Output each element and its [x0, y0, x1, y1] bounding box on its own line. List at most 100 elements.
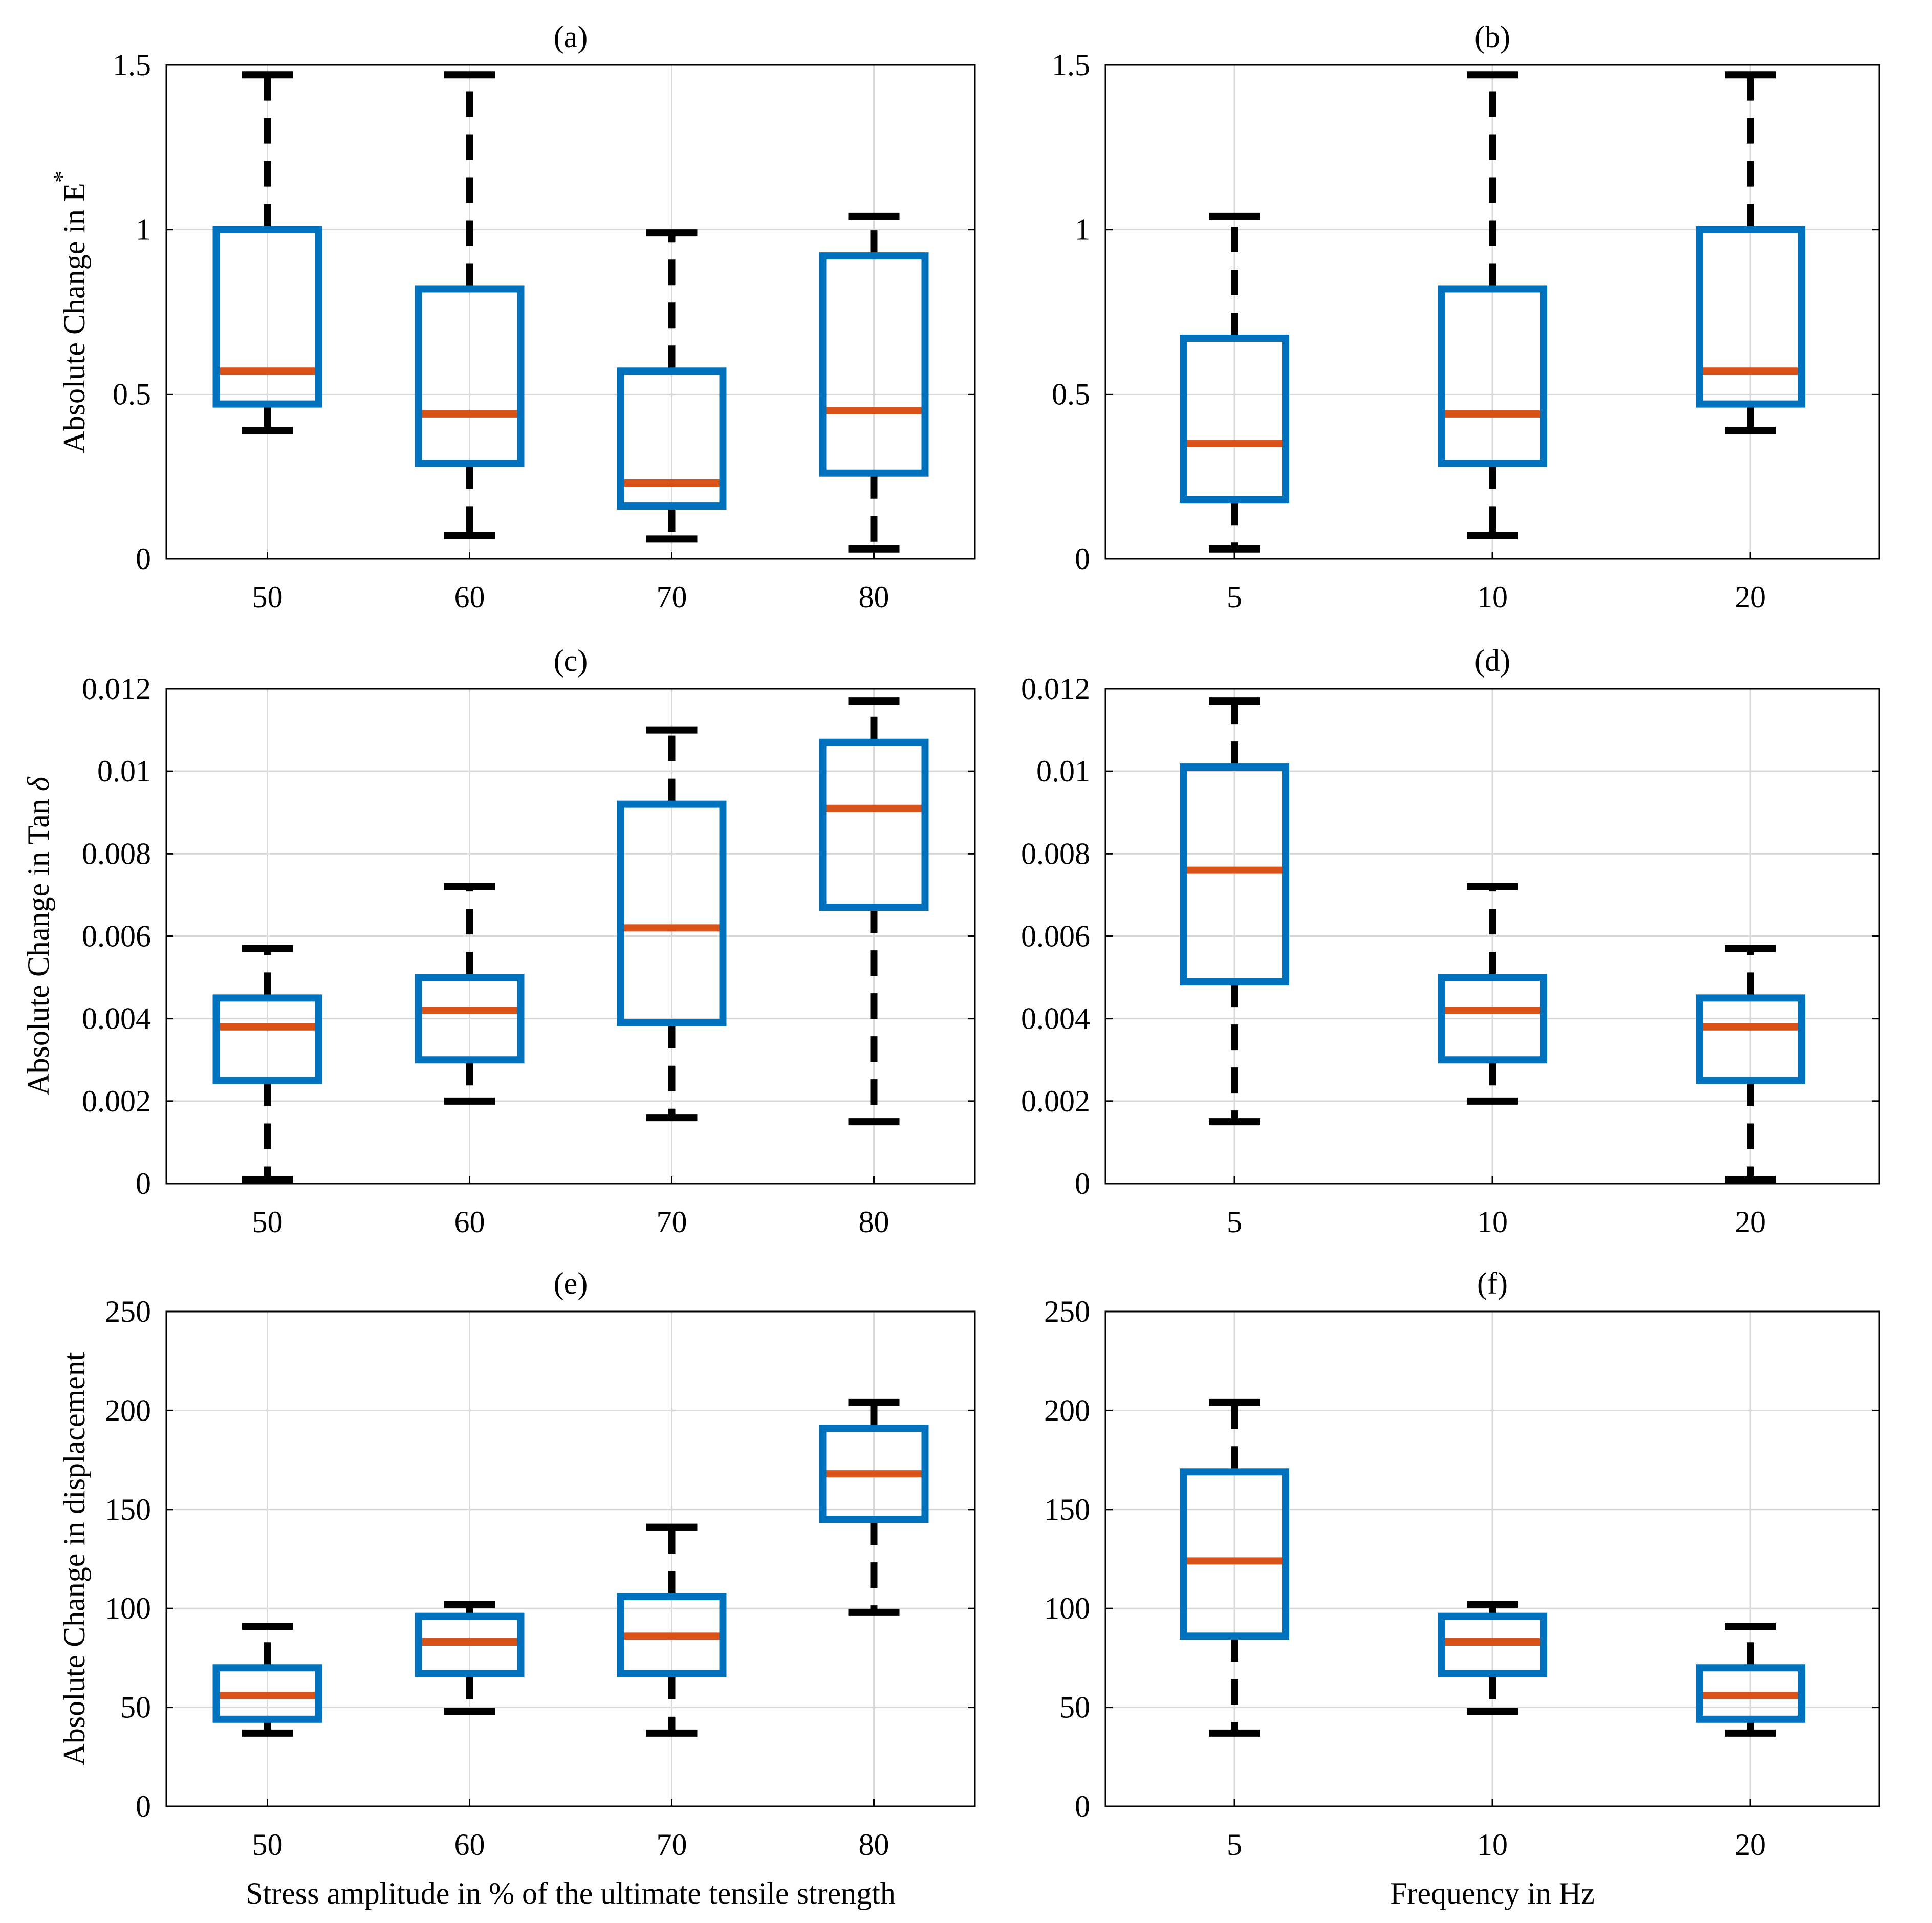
y-tick-label: 1: [1075, 213, 1090, 247]
x-tick-label: 60: [454, 1205, 485, 1239]
y-tick-label: 0.01: [97, 754, 151, 788]
axes-frame: [165, 64, 976, 560]
x-tick-label: 20: [1735, 580, 1766, 614]
x-tick-label: 50: [252, 580, 283, 614]
iqr-box: [415, 1612, 525, 1677]
y-label-superscript: *: [49, 170, 76, 183]
y-tick-label: 1.5: [113, 48, 151, 82]
iqr-box: [1180, 763, 1289, 986]
box-c-80: [819, 697, 929, 1126]
y-tick-label: 200: [1044, 1393, 1090, 1427]
x-axis-label: Frequency in Hz: [1390, 1876, 1595, 1910]
box-b-20: [1696, 71, 1805, 434]
y-tick-label: 200: [105, 1393, 151, 1427]
y-tick-label: 0: [1075, 1167, 1090, 1200]
box-d-10: [1438, 883, 1547, 1105]
x-tick-label: 20: [1735, 1205, 1766, 1239]
x-tick-label: 10: [1477, 580, 1508, 614]
x-tick-label: 10: [1477, 1205, 1508, 1239]
y-axis-label: Absolute Change in E*: [49, 170, 91, 453]
x-tick-label: 5: [1227, 580, 1242, 614]
y-tick-label: 0.5: [1052, 377, 1090, 411]
y-tick-label: 100: [105, 1591, 151, 1625]
box-f-5: [1180, 1398, 1289, 1737]
x-tick-label: 5: [1227, 1205, 1242, 1239]
iqr-box: [1438, 974, 1547, 1064]
box-a-80: [819, 212, 929, 553]
y-tick-label: 0: [136, 542, 151, 576]
iqr-box: [1696, 1664, 1805, 1723]
y-tick-label: 0: [1075, 542, 1090, 576]
y-tick-label: 0.004: [1021, 1002, 1090, 1036]
box-e-70: [617, 1523, 727, 1737]
iqr-box: [617, 367, 727, 510]
y-tick-label: 0.5: [113, 377, 151, 411]
x-tick-label: 10: [1477, 1828, 1508, 1862]
subplot-a: 0 0.5 1 1.5 50 60 70 80 (a) Absolute Change in E*: [49, 20, 976, 614]
y-tick-label: 250: [105, 1295, 151, 1328]
iqr-box: [1180, 334, 1289, 504]
iqr-box: [1696, 994, 1805, 1084]
box-a-60: [415, 71, 525, 539]
box-d-20: [1696, 945, 1805, 1183]
y-tick-label: 0.008: [82, 837, 151, 870]
y-tick-label: 0.006: [1021, 920, 1090, 953]
y-tick-label: 0: [136, 1789, 151, 1823]
box-d-5: [1180, 697, 1289, 1126]
subplot-f: 0 50 100 150 200 250 5 10 20 (f) Frequency in Hz: [1044, 1266, 1880, 1910]
x-tick-label: 60: [454, 580, 485, 614]
box-e-80: [819, 1398, 929, 1616]
box-a-70: [617, 229, 727, 543]
x-tick-label: 80: [859, 580, 889, 614]
x-tick-label: 60: [454, 1828, 485, 1862]
y-tick-label: 0.008: [1021, 837, 1090, 870]
y-tick-label: 50: [120, 1691, 151, 1724]
box-b-10: [1438, 71, 1547, 539]
subplot-title: (b): [1474, 20, 1510, 54]
iqr-box: [819, 252, 929, 477]
box-f-20: [1696, 1623, 1805, 1737]
y-tick-label: 0.006: [82, 920, 151, 953]
y-tick-label: 150: [105, 1493, 151, 1526]
y-tick-label: 100: [1044, 1591, 1090, 1625]
box-b-5: [1180, 212, 1289, 553]
iqr-box: [212, 226, 322, 408]
box-e-50: [212, 1623, 322, 1737]
x-tick-label: 70: [657, 1205, 687, 1239]
subplot-e: 0 50 100 150 200 250 50 60 70 80 (e) Stress amplitu…: [57, 1266, 976, 1910]
iqr-box: [1438, 285, 1547, 467]
y-tick-label: 0: [136, 1167, 151, 1200]
iqr-box: [212, 994, 322, 1084]
subplot-title: (a): [554, 20, 588, 54]
x-axis-label: Stress amplitude in % of the ultimate te…: [246, 1876, 896, 1910]
axes-frame: [165, 1310, 976, 1807]
y-tick-label: 0.002: [82, 1084, 151, 1118]
x-tick-label: 70: [657, 1828, 687, 1862]
x-tick-label: 80: [859, 1205, 889, 1239]
iqr-box: [617, 1592, 727, 1677]
subplot-title: (f): [1477, 1266, 1508, 1300]
iqr-box: [415, 285, 525, 467]
y-axis-label: Absolute Change in Tan δ: [21, 776, 55, 1096]
y-tick-label: 0.012: [1021, 672, 1090, 706]
y-tick-label: 50: [1059, 1691, 1090, 1724]
x-tick-label: 50: [252, 1828, 283, 1862]
iqr-box: [617, 800, 727, 1026]
box-c-70: [617, 726, 727, 1122]
y-tick-label: 0.002: [1021, 1084, 1090, 1118]
iqr-box: [212, 1664, 322, 1723]
y-tick-label: 0.004: [82, 1002, 151, 1036]
box-e-60: [415, 1601, 525, 1715]
iqr-box: [819, 1425, 929, 1523]
subplot-title: (e): [554, 1266, 588, 1300]
subplot-title: (c): [554, 644, 588, 678]
box-a-50: [212, 71, 322, 434]
x-tick-label: 5: [1227, 1828, 1242, 1862]
iqr-box: [1696, 226, 1805, 408]
x-tick-label: 20: [1735, 1828, 1766, 1862]
y-axis-label: Absolute Change in displacement: [57, 1352, 91, 1765]
y-tick-label: 0.01: [1036, 754, 1090, 788]
y-tick-label: 250: [1044, 1295, 1090, 1328]
subplot-c: 0 0.002 0.004 0.006 0.008 0.01 0.012 50 60 70 80 (c…: [21, 644, 976, 1239]
